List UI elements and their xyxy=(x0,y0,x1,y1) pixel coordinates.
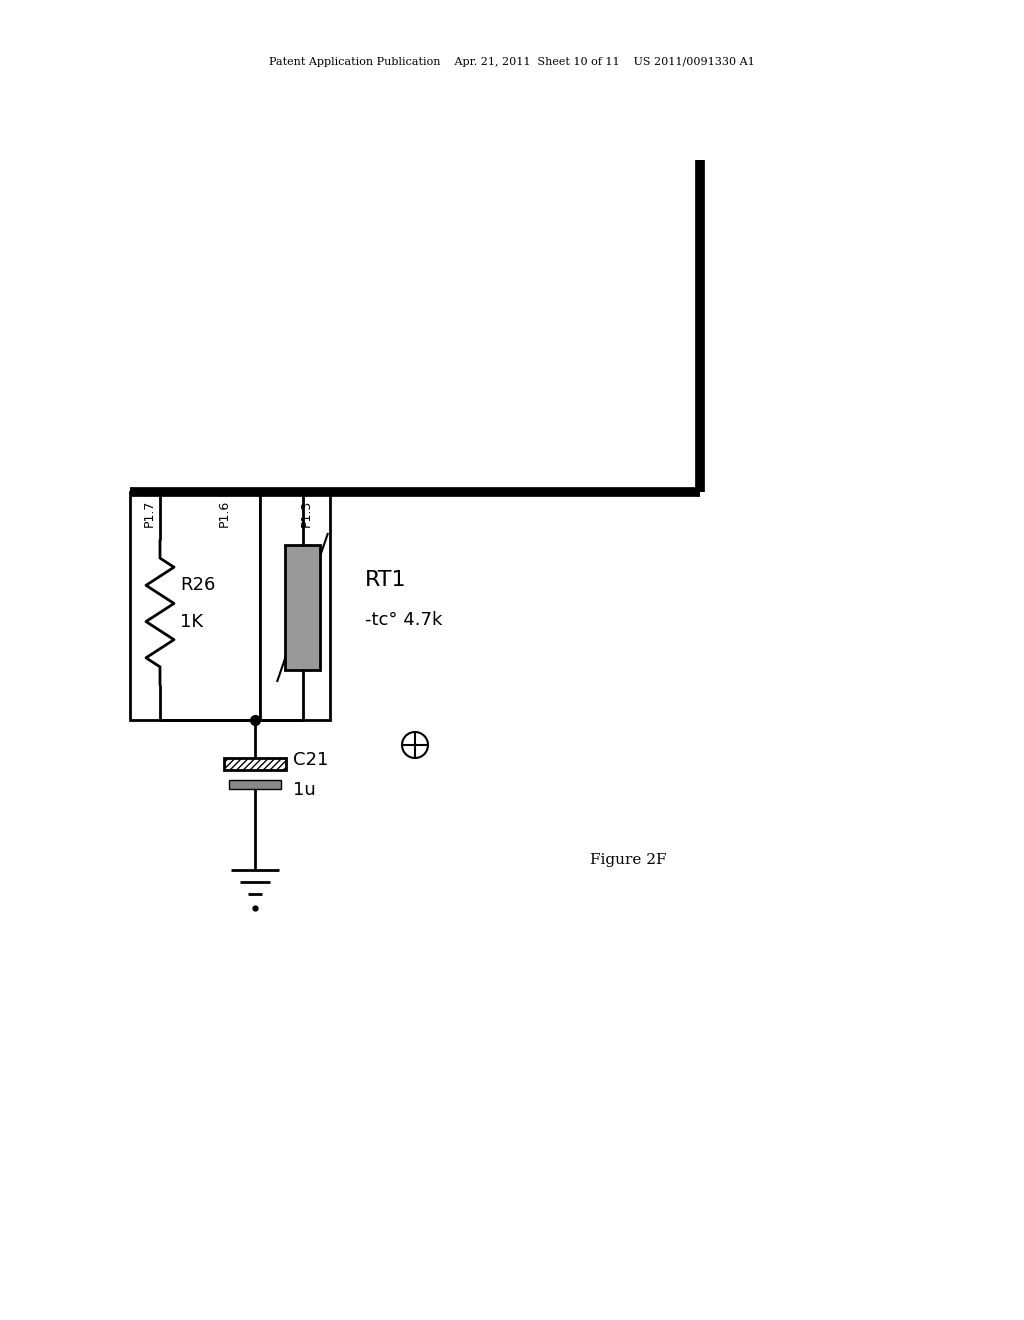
Text: 1K: 1K xyxy=(180,612,203,631)
Bar xyxy=(229,780,281,789)
Bar xyxy=(224,758,286,770)
Text: C21: C21 xyxy=(293,751,329,770)
Text: P1.3: P1.3 xyxy=(300,500,313,527)
Text: Figure 2F: Figure 2F xyxy=(590,853,667,867)
Text: P1.7: P1.7 xyxy=(143,500,156,528)
Text: Patent Application Publication    Apr. 21, 2011  Sheet 10 of 11    US 2011/00913: Patent Application Publication Apr. 21, … xyxy=(269,57,755,67)
Bar xyxy=(130,492,260,719)
Text: -tc° 4.7k: -tc° 4.7k xyxy=(365,611,442,630)
Bar xyxy=(285,545,319,671)
Text: RT1: RT1 xyxy=(365,570,407,590)
Bar xyxy=(260,492,330,719)
Text: P1.6: P1.6 xyxy=(218,500,231,527)
Text: R26: R26 xyxy=(180,576,215,594)
Text: 1u: 1u xyxy=(293,781,315,799)
